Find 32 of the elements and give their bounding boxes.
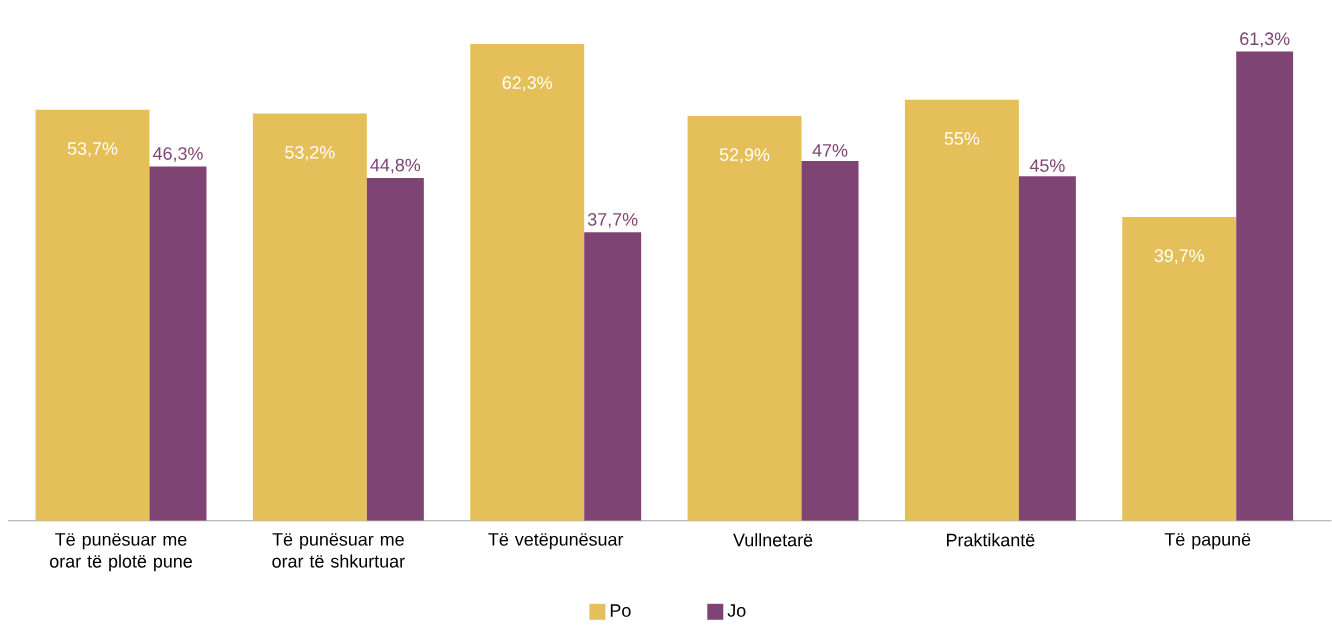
data-label: 52,9% xyxy=(719,148,770,163)
bar xyxy=(1018,176,1076,521)
x-tick-label: Të punësuar me orar të shkurtuar xyxy=(272,533,405,568)
data-label: 53,7% xyxy=(67,141,118,157)
data-label: 53,2% xyxy=(285,145,335,161)
bar xyxy=(252,113,367,521)
bar xyxy=(149,166,207,521)
x-tick-label: Praktikantë xyxy=(947,533,1035,547)
bar xyxy=(584,232,642,521)
bar xyxy=(1122,216,1237,521)
bar xyxy=(687,115,802,521)
bar xyxy=(1236,51,1294,521)
legend-label: Po xyxy=(610,604,631,617)
x-tick-label: Të punësuar me orar të plotë pune xyxy=(50,533,192,572)
data-label: 55% xyxy=(944,132,980,145)
bar xyxy=(366,177,424,521)
data-label: 45% xyxy=(1029,159,1065,172)
x-tick-label: Të vetëpunësuar xyxy=(488,533,624,550)
bar xyxy=(801,160,859,521)
data-label: 62,3% xyxy=(502,76,552,91)
data-label: 37,7% xyxy=(587,212,638,228)
x-tick-label: Të papunë xyxy=(1164,533,1251,550)
legend-label: Jo xyxy=(727,604,746,617)
data-label: 61,3% xyxy=(1240,32,1290,48)
bar xyxy=(904,99,1019,521)
data-label: 47% xyxy=(812,143,848,157)
bar xyxy=(35,109,150,521)
x-tick-label: Vullnetarë xyxy=(733,533,813,547)
data-label: 44,8% xyxy=(370,158,421,174)
bar xyxy=(470,43,585,521)
data-label: 39,7% xyxy=(1154,249,1205,264)
data-label: 46,3% xyxy=(153,147,203,162)
